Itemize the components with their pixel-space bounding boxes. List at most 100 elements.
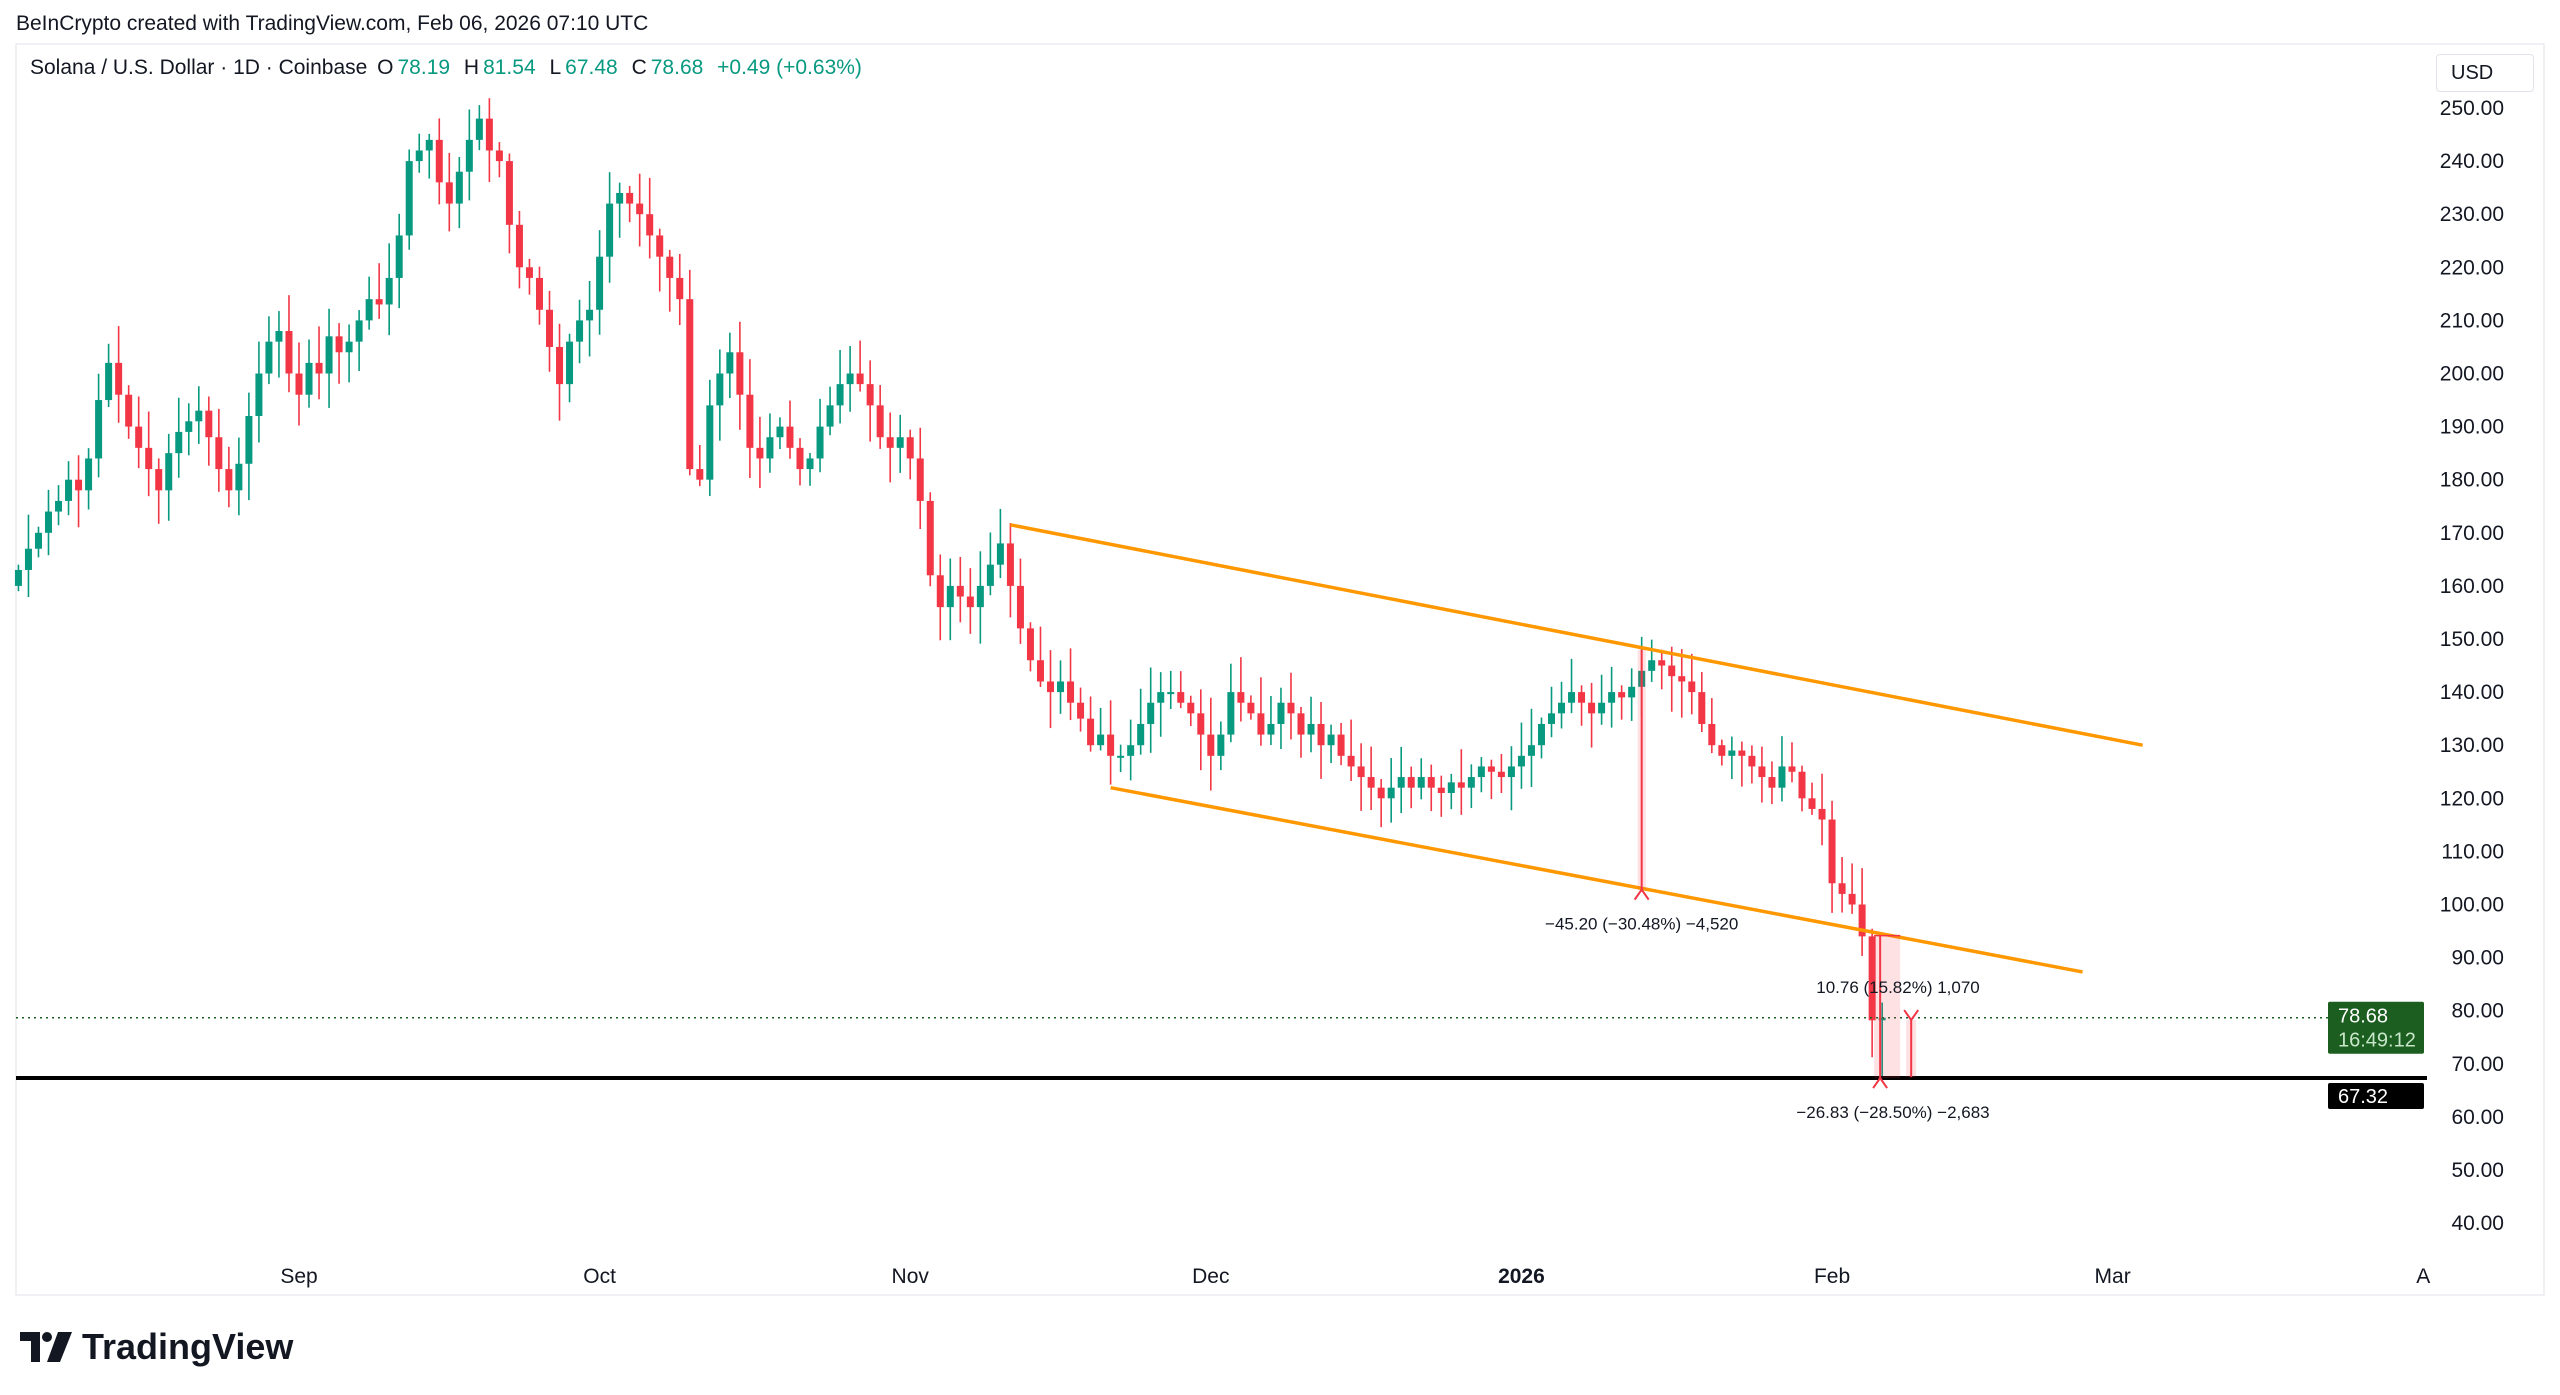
candle-body bbox=[165, 453, 173, 491]
candle-body bbox=[1077, 702, 1085, 719]
candle-body bbox=[886, 437, 894, 448]
candle-body bbox=[24, 548, 32, 570]
candle-body bbox=[185, 421, 193, 432]
candle-body bbox=[816, 426, 824, 459]
candle-body bbox=[1117, 755, 1125, 758]
candle-body bbox=[926, 500, 934, 576]
y-tick-label: 130.00 bbox=[2440, 734, 2504, 757]
high-value: 81.54 bbox=[483, 56, 536, 79]
chart-credit: BeInCrypto created with TradingView.com,… bbox=[16, 12, 649, 35]
candle-body bbox=[1527, 745, 1535, 756]
x-tick-label: Nov bbox=[892, 1265, 930, 1288]
candle-body bbox=[836, 384, 844, 406]
candle-body bbox=[1838, 883, 1846, 894]
candle-body bbox=[1828, 819, 1836, 884]
change-value: +0.49 (+0.63%) bbox=[717, 56, 862, 79]
y-tick-label: 250.00 bbox=[2440, 97, 2504, 120]
currency-selector[interactable]: USD bbox=[2436, 54, 2534, 92]
candle-body bbox=[1457, 782, 1465, 788]
candle-body bbox=[145, 447, 153, 470]
candle-body bbox=[946, 585, 954, 608]
candle-body bbox=[1688, 681, 1696, 693]
candle-body bbox=[1698, 692, 1706, 724]
candle-body bbox=[856, 373, 864, 385]
measure-3-label: 10.76 (15.82%) 1,070 bbox=[1816, 978, 1980, 997]
candle-body bbox=[716, 373, 724, 406]
candle-body bbox=[876, 405, 884, 438]
candle-body bbox=[1578, 692, 1586, 703]
candle-body bbox=[1287, 702, 1295, 714]
candle-body bbox=[34, 532, 42, 549]
candle-body bbox=[1147, 702, 1155, 724]
candle-body bbox=[676, 277, 684, 300]
y-tick-label: 180.00 bbox=[2440, 469, 2504, 492]
candle-body bbox=[95, 400, 103, 459]
candle-body bbox=[1608, 692, 1616, 703]
candle-body bbox=[826, 405, 834, 427]
candle-body bbox=[495, 150, 503, 162]
candle-body bbox=[1137, 723, 1145, 746]
candle-body bbox=[1087, 718, 1095, 746]
candle-body bbox=[515, 224, 523, 268]
candle-body bbox=[1317, 723, 1325, 746]
candle-body bbox=[45, 511, 52, 533]
candle-body bbox=[14, 569, 22, 586]
measure-1-arrow-head bbox=[1633, 887, 1650, 901]
candle-body bbox=[576, 320, 584, 342]
candle-body bbox=[435, 139, 443, 183]
candle-body bbox=[796, 447, 804, 470]
support-price-value: 67.32 bbox=[2338, 1086, 2388, 1108]
candle-body bbox=[355, 320, 363, 342]
candle-body bbox=[115, 362, 123, 395]
candle-body bbox=[1738, 750, 1746, 756]
low-label: L bbox=[549, 56, 562, 79]
candle-body bbox=[846, 373, 854, 385]
open-value: 78.19 bbox=[397, 56, 451, 79]
candle-body bbox=[1778, 766, 1786, 788]
candle-body bbox=[1427, 777, 1435, 788]
candle-body bbox=[1848, 893, 1856, 905]
candle-body bbox=[85, 458, 93, 491]
candle-body bbox=[1016, 585, 1024, 629]
brand-name: TradingView bbox=[82, 1326, 294, 1367]
candle-body bbox=[866, 384, 874, 406]
x-tick-label: Feb bbox=[1814, 1265, 1850, 1288]
y-tick-label: 140.00 bbox=[2440, 681, 2504, 704]
candle-body bbox=[1407, 777, 1415, 788]
candle-body bbox=[1447, 782, 1455, 793]
candle-body bbox=[1327, 734, 1335, 746]
candle-body bbox=[1227, 692, 1235, 735]
candle-body bbox=[1678, 676, 1686, 682]
candle-body bbox=[756, 447, 764, 459]
candle-body bbox=[1157, 692, 1165, 703]
close-label: C bbox=[631, 56, 647, 79]
candle-body bbox=[385, 277, 393, 305]
candle-body bbox=[345, 341, 353, 353]
candle-body bbox=[606, 203, 614, 257]
candle-body bbox=[1197, 713, 1205, 735]
candle-body bbox=[1868, 936, 1876, 1021]
candle-body bbox=[1748, 755, 1756, 767]
candle-body bbox=[786, 426, 794, 448]
y-tick-label: 100.00 bbox=[2440, 894, 2504, 917]
candle-body bbox=[1387, 787, 1395, 799]
candle-body bbox=[1187, 702, 1195, 714]
symbol-title[interactable]: Solana / U.S. Dollar · 1D · Coinbase bbox=[30, 56, 368, 79]
candle-body bbox=[1347, 755, 1355, 767]
tradingview-logo[interactable]: TradingView bbox=[20, 1326, 293, 1368]
y-tick-label: 200.00 bbox=[2440, 363, 2504, 386]
measure-1-label: −45.20 (−30.48%) −4,520 bbox=[1545, 915, 1738, 934]
candle-body bbox=[1818, 808, 1826, 820]
candle-body bbox=[1417, 777, 1425, 788]
candle-body bbox=[1257, 713, 1265, 735]
candle-body bbox=[1548, 713, 1555, 724]
candle-body bbox=[1367, 777, 1375, 788]
high-label: H bbox=[463, 56, 480, 79]
candle-body bbox=[1006, 543, 1014, 586]
candle-body bbox=[646, 214, 654, 236]
candle-body bbox=[1026, 628, 1034, 661]
candle-body bbox=[1718, 745, 1726, 756]
y-tick-label: 80.00 bbox=[2451, 1000, 2504, 1023]
candle-body bbox=[415, 150, 423, 162]
